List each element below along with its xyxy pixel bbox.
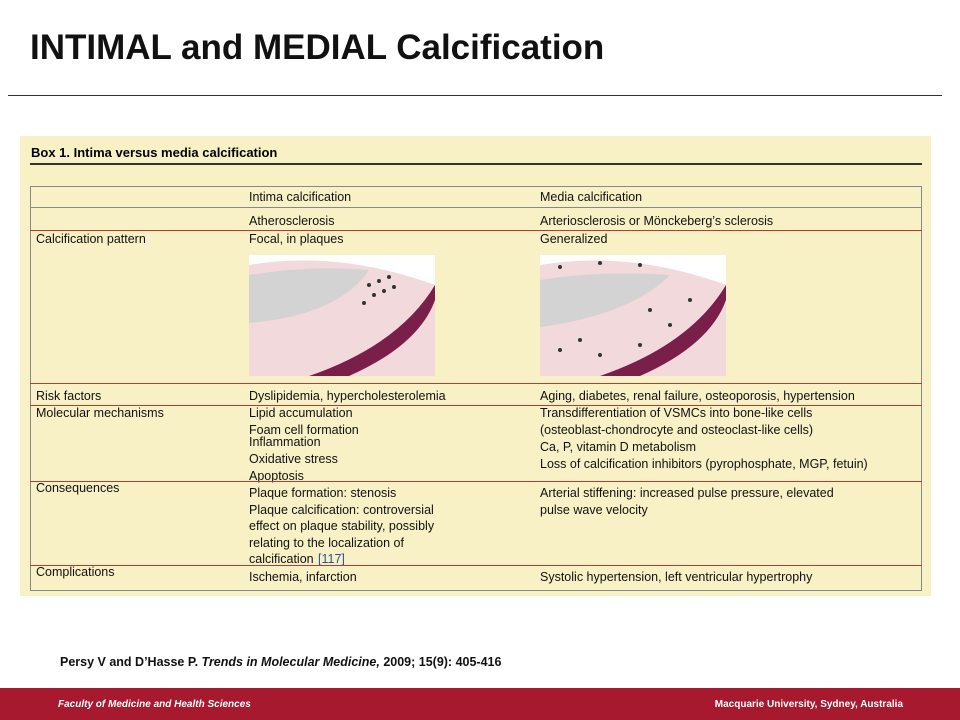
media-text: Arterial stiffening: increased pulse pre… xyxy=(540,486,834,500)
citation-journal: Trends in Molecular Medicine, xyxy=(201,655,380,669)
footer-right: Macquarie University, Sydney, Australia xyxy=(714,699,903,710)
intima-text: Dyslipidemia, hypercholesterolemia xyxy=(249,389,446,403)
intima-text: Ischemia, infarction xyxy=(249,570,357,584)
intima-text: Atherosclerosis xyxy=(249,214,335,228)
intima-text: Lipid accumulation xyxy=(249,406,353,420)
intima-text: Oxidative stress xyxy=(249,452,338,466)
table-frame xyxy=(30,186,922,591)
column-header: Media calcification xyxy=(540,190,643,204)
calcification-dots xyxy=(362,275,396,305)
media-text: (osteoblast-chondrocyte and osteoclast-l… xyxy=(540,423,814,437)
media-text: Aging, diabetes, renal failure, osteopor… xyxy=(540,389,855,403)
media-text: Transdifferentiation of VSMCs into bone-… xyxy=(540,406,813,420)
citation-authors: Persy V and D’Hasse P. xyxy=(60,655,199,669)
footer-bar: Faculty of Medicine and Health Sciences … xyxy=(0,688,960,720)
intima-text: Apoptosis xyxy=(249,469,304,483)
intima-text: Focal, in plaques xyxy=(249,232,344,246)
intima-text: Foam cell formation xyxy=(249,423,359,437)
media-text: Systolic hypertension, left ventricular … xyxy=(540,570,813,584)
intima-illustration xyxy=(249,255,435,376)
box-title: Box 1. Intima versus media calcification xyxy=(31,145,278,160)
intima-text: relating to the localization of xyxy=(249,535,404,550)
lumen xyxy=(540,273,670,327)
media-text: Generalized xyxy=(540,232,608,246)
footer-left: Faculty of Medicine and Health Sciences xyxy=(58,699,251,710)
column-header: Intima calcification xyxy=(249,190,352,204)
row-rule xyxy=(30,565,922,566)
media-text: Ca, P, vitamin D metabolism xyxy=(540,440,697,454)
row-label: Complications xyxy=(36,565,115,579)
row-label: Molecular mechanisms xyxy=(36,406,164,420)
box: Box 1. Intima versus media calcification… xyxy=(20,136,931,596)
row-rule xyxy=(30,481,922,482)
row-rule xyxy=(30,383,922,384)
media-text: pulse wave velocity xyxy=(540,502,648,517)
intima-text: calcification xyxy=(249,552,314,566)
media-illustration xyxy=(540,255,726,376)
reference: [117] xyxy=(318,552,345,566)
row-rule xyxy=(30,207,922,208)
citation-details: 2009; 15(9): 405-416 xyxy=(383,655,502,669)
row-rule xyxy=(30,230,922,231)
lumen xyxy=(249,268,369,323)
row-rule xyxy=(30,405,922,406)
calcification-dots xyxy=(558,261,692,357)
title-rule xyxy=(8,95,942,96)
box-rule xyxy=(30,163,922,165)
slide-title: INTIMAL and MEDIAL Calcification xyxy=(30,28,605,67)
row-label: Consequences xyxy=(36,481,120,495)
adventitia xyxy=(309,285,435,376)
media-text: Loss of calcification inhibitors (pyroph… xyxy=(540,457,868,471)
intima-text: Plaque formation: stenosis xyxy=(249,486,397,500)
intima-text: Inflammation xyxy=(249,435,321,449)
media-text: Arteriosclerosis or Mönckeberg’s scleros… xyxy=(540,214,774,228)
citation: Persy V and D’Hasse P. Trends in Molecul… xyxy=(60,655,501,669)
intima-text: Plaque calcification: controversial xyxy=(249,502,434,517)
intima-text: effect on plaque stability, possibly xyxy=(249,519,435,533)
row-label: Calcification pattern xyxy=(36,232,146,246)
adventitia xyxy=(600,285,726,376)
row-label: Risk factors xyxy=(36,389,102,403)
